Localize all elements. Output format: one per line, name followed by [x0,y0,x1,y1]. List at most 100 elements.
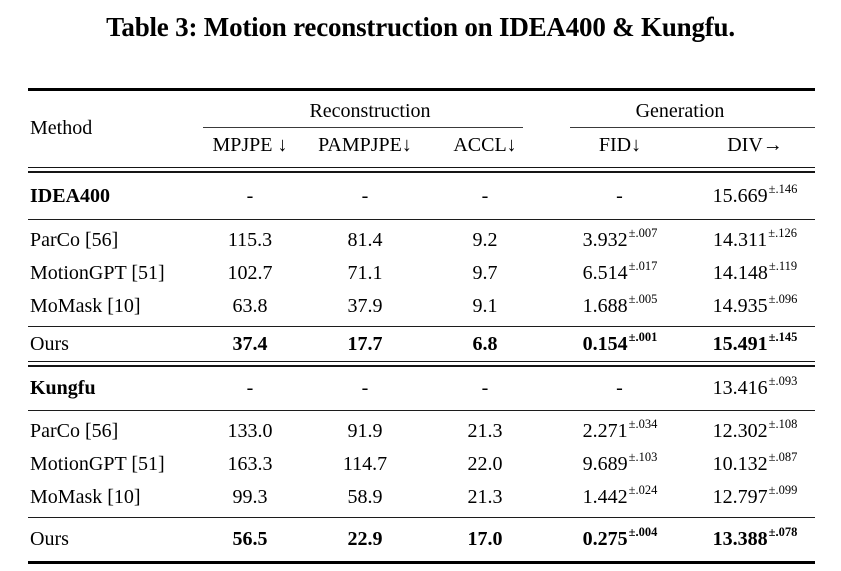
fid-std: ±.005 [628,292,658,307]
div-cell: 12.797±.099 [712,483,798,508]
fid-std: ±.103 [628,450,658,465]
table-rule-bottom [28,561,815,564]
method-cell: MotionGPT [51] [30,453,165,475]
table-row-parco: ParCo [56] 115.3 81.4 9.2 3.932±.007 14.… [28,220,815,257]
table-header: Method Reconstruction Generation [28,91,815,139]
pampjpe-cell: 81.4 [347,229,383,251]
div-std: ±.146 [768,182,798,197]
group-header-reconstruction: Reconstruction [195,91,545,128]
mpjpe-cell: 115.3 [227,229,273,251]
table-rule-double [28,167,815,173]
fid-cell: 1.442±.024 [582,483,658,508]
pampjpe-cell: 17.7 [347,333,383,355]
dataset-row-kungfu: Kungfu - - - - 13.416±.093 [28,367,815,410]
div-cell: 13.416±.093 [712,374,798,399]
accl-cell: 22.0 [467,453,503,475]
column-header-mpjpe: MPJPE ↓ [212,134,288,156]
table-rule-mid [28,517,815,518]
column-header-fid: FID↓ [598,134,642,156]
table-row-motiongpt: MotionGPT [51] 102.7 71.1 9.7 6.514±.017… [28,257,815,290]
accl-cell: - [481,377,489,399]
method-cell: ParCo [56] [30,229,119,251]
div-cell: 15.669±.146 [712,182,798,207]
accl-cell: 21.3 [467,486,503,508]
fid-std: ±.001 [628,330,658,345]
dataset-row-idea400: IDEA400 - - - - 15.669±.146 [28,173,815,219]
fid-cell: 3.932±.007 [582,226,658,251]
method-cell: MoMask [10] [30,295,141,317]
table-rule-top [28,88,815,91]
accl-cell: 9.2 [472,229,498,251]
cmidrule-reconstruction [203,127,523,128]
pampjpe-cell: - [361,185,369,207]
dataset-label: Kungfu [30,377,96,399]
table-row-ours-kungfu: Ours 56.5 22.9 17.0 0.275±.004 13.388±.0… [28,518,815,561]
method-cell: Ours [30,333,69,355]
div-cell: 14.935±.096 [712,292,798,317]
accl-cell: 21.3 [467,420,503,442]
fid-cell: 0.275±.004 [582,525,658,550]
div-std: ±.087 [768,450,798,465]
mpjpe-cell: 63.8 [232,295,268,317]
column-header-pampjpe: PAMPJPE↓ [318,134,412,156]
mpjpe-cell: 37.4 [232,333,268,355]
div-std: ±.078 [768,525,798,540]
mpjpe-cell: 133.0 [227,420,273,442]
dataset-label: IDEA400 [30,185,111,207]
fid-std: ±.024 [628,483,658,498]
accl-cell: - [481,185,489,207]
table-rule-mid [28,219,815,220]
div-std: ±.096 [768,292,798,307]
div-cell: 14.311±.126 [712,226,797,251]
method-cell: MotionGPT [51] [30,262,165,284]
cmidrule-generation [570,127,815,128]
column-header-div: DIV→ [727,134,783,156]
div-cell: 10.132±.087 [712,450,798,475]
pampjpe-cell: 37.9 [347,295,383,317]
fid-std: ±.004 [628,525,658,540]
div-std: ±.108 [768,417,798,432]
mpjpe-cell: 102.7 [227,262,273,284]
fid-std: ±.007 [628,226,658,241]
method-cell: Ours [30,528,69,550]
div-std: ±.126 [768,226,797,241]
fid-cell: 9.689±.103 [582,450,658,475]
fid-cell: - [616,185,623,207]
results-table: Method Reconstruction Generation MPJPE ↓… [28,88,815,564]
table-row-momask: MoMask [10] 99.3 58.9 21.3 1.442±.024 12… [28,481,815,518]
accl-cell: 17.0 [467,528,503,550]
fid-cell: 6.514±.017 [582,259,658,284]
accl-cell: 9.1 [472,295,498,317]
column-header-method: Method [30,117,93,139]
fid-std: ±.017 [628,259,658,274]
group-header-generation: Generation [545,91,815,128]
pampjpe-cell: 71.1 [347,262,383,284]
table-rule-double [28,361,815,367]
pampjpe-cell: 91.9 [347,420,383,442]
fid-cell: 2.271±.034 [582,417,658,442]
table-rule-mid [28,326,815,327]
div-std: ±.145 [768,330,798,345]
div-cell: 15.491±.145 [712,330,798,355]
mpjpe-cell: 99.3 [232,486,268,508]
table-caption: Table 3: Motion reconstruction on IDEA40… [106,12,735,42]
method-cell: ParCo [56] [30,420,119,442]
fid-cell: - [616,377,623,399]
table-subheader: MPJPE ↓ PAMPJPE↓ ACCL↓ FID↓ DIV→ [28,128,815,167]
div-std: ±.099 [768,483,798,498]
div-cell: 14.148±.119 [712,259,798,284]
table-row-parco: ParCo [56] 133.0 91.9 21.3 2.271±.034 12… [28,411,815,448]
div-std: ±.119 [768,259,798,274]
fid-cell: 1.688±.005 [582,292,658,317]
mpjpe-cell: 56.5 [232,528,268,550]
mpjpe-cell: - [246,185,254,207]
table-row-momask: MoMask [10] 63.8 37.9 9.1 1.688±.005 14.… [28,290,815,327]
div-cell: 12.302±.108 [712,417,798,442]
table-rule-mid [28,410,815,411]
table-row-ours-idea400: Ours 37.4 17.7 6.8 0.154±.001 15.491±.14… [28,327,815,361]
pampjpe-cell: 58.9 [347,486,383,508]
div-std: ±.093 [768,374,798,389]
fid-cell: 0.154±.001 [582,330,658,355]
accl-cell: 9.7 [472,262,498,284]
accl-cell: 6.8 [472,333,498,355]
